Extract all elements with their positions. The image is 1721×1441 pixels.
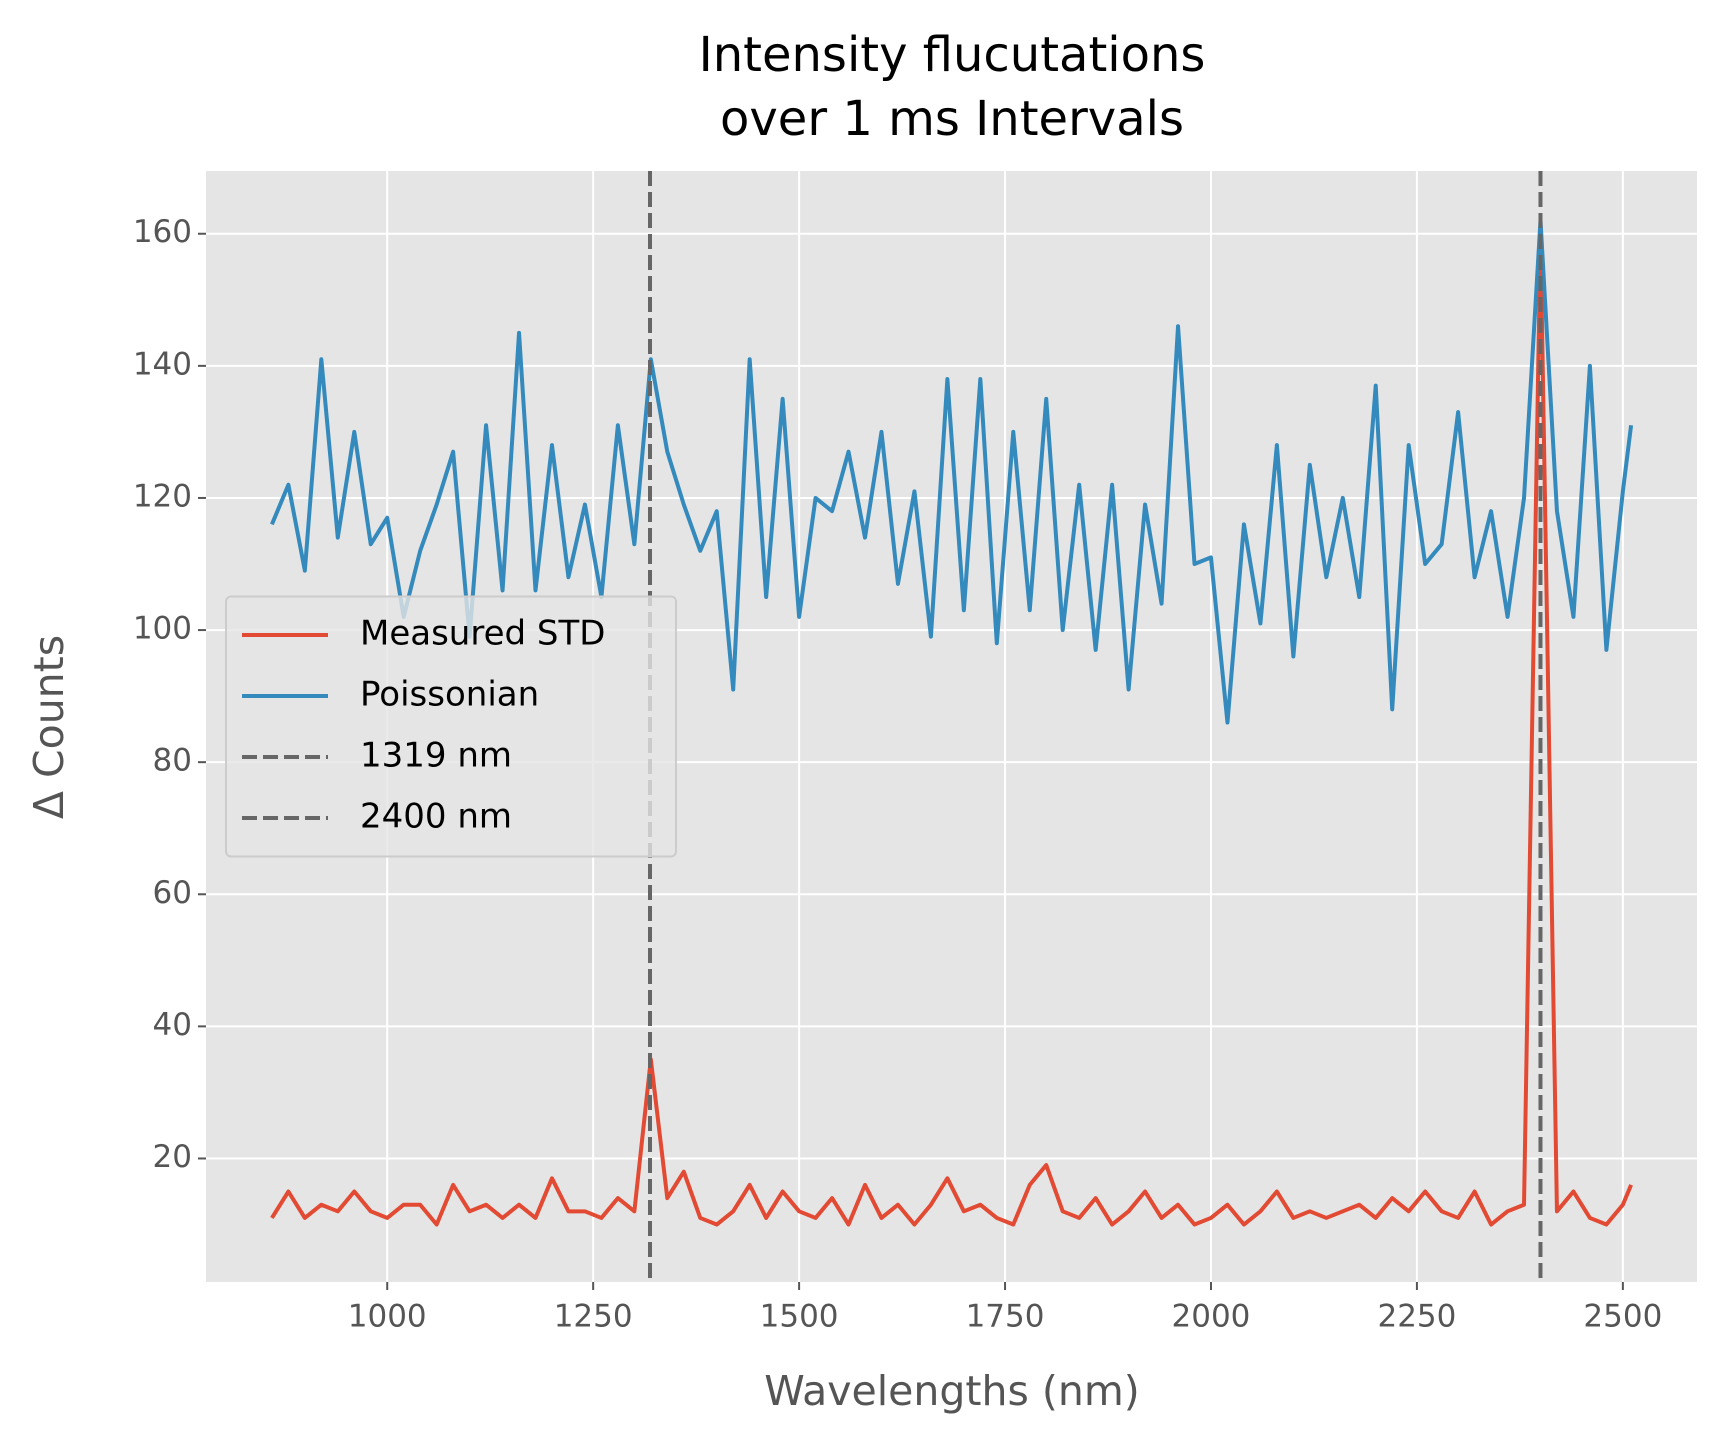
x-tick-label: 2250	[1377, 1299, 1456, 1335]
y-tick-label: 100	[133, 611, 192, 647]
y-tick-label: 140	[133, 346, 192, 382]
data-line	[270, 231, 1633, 1227]
x-tick-label: 1750	[966, 1299, 1045, 1335]
y-tick-label: 60	[153, 875, 192, 911]
x-tick-label: 1000	[348, 1299, 427, 1335]
y-tick-label: 40	[153, 1007, 192, 1043]
chart-title: over 1 ms Intervals	[720, 91, 1184, 147]
y-tick-label: 160	[133, 214, 192, 250]
data-line	[270, 218, 1634, 725]
y-tick-label: 20	[153, 1139, 192, 1175]
y-axis-label: Δ Counts	[25, 635, 73, 819]
x-axis-label: Wavelengths (nm)	[764, 1367, 1140, 1415]
legend-label: 1319 nm	[360, 736, 512, 776]
x-tick-label: 2500	[1583, 1299, 1662, 1335]
x-tick-label: 2000	[1172, 1299, 1251, 1335]
x-tick-label: 1250	[554, 1299, 633, 1335]
legend-label: 2400 nm	[360, 797, 512, 837]
legend-label: Measured STD	[360, 614, 605, 654]
legend-label: Poissonian	[360, 675, 539, 715]
y-tick-label: 80	[153, 743, 192, 779]
legend-box	[225, 595, 677, 858]
y-tick-label: 120	[133, 478, 192, 514]
x-tick-label: 1500	[760, 1299, 839, 1335]
chart-title: Intensity flucutations	[699, 27, 1206, 83]
